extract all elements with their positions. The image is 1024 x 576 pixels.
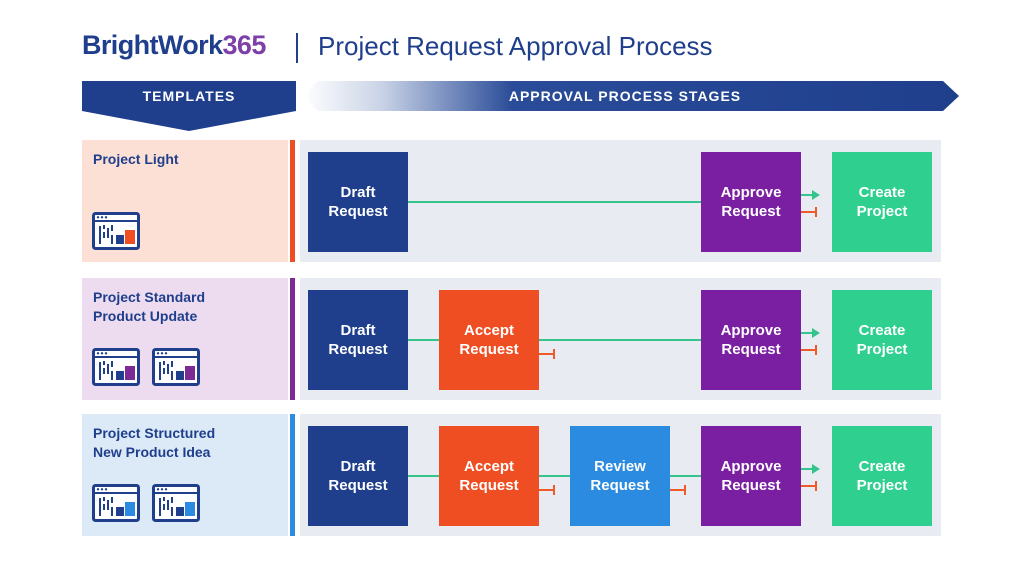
stages-header: APPROVAL PROCESS STAGES [508,88,742,104]
template-accent-bar [290,278,295,400]
template-window-icon [152,484,200,527]
template-cell: Project Light [82,140,288,262]
brand-number: 365 [222,30,267,60]
arrow-right-icon [812,328,820,338]
stage-connector [539,339,701,341]
reject-end-icon [815,481,817,491]
template-icons [92,348,200,391]
brightwork-logo: BrightWork365 [82,30,266,61]
reject-end-icon [553,485,555,495]
brand-text: BrightWork [82,30,223,60]
stage-connector [801,194,812,196]
stage-connector [670,475,701,477]
reject-end-icon [815,345,817,355]
template-window-icon [152,348,200,391]
template-window-icon [92,484,140,527]
reject-connector [801,485,815,487]
template-name: Project Light [93,151,179,167]
stage-draft-box: Draft Request [308,290,408,390]
template-accent-bar [290,414,295,536]
template-icons [92,484,200,527]
reject-connector [539,353,553,355]
template-icons [92,212,140,255]
template-cell: Project Standard Product Update [82,278,288,400]
stage-draft-box: Draft Request [308,426,408,526]
stage-connector [801,332,812,334]
arrow-right-icon [812,190,820,200]
reject-end-icon [684,485,686,495]
template-window-icon [92,212,140,255]
reject-connector [670,489,684,491]
reject-connector [539,489,553,491]
templates-header-pointer [82,111,296,131]
template-window-icon [92,348,140,391]
stage-connector [801,468,812,470]
stages-header-arrow [303,81,959,111]
templates-header: TEMPLATES [82,81,296,111]
template-accent-bar [290,140,295,262]
stage-accept-box: Accept Request [439,426,539,526]
stage-approve-box: Approve Request [701,426,801,526]
reject-end-icon [553,349,555,359]
stage-connector [408,475,439,477]
stage-approve-box: Approve Request [701,152,801,252]
stage-accept-box: Accept Request [439,290,539,390]
stage-connector [408,339,439,341]
page-title: Project Request Approval Process [318,31,713,61]
stage-create-box: Create Project [832,290,932,390]
stage-review-box: Review Request [570,426,670,526]
arrow-right-icon [812,464,820,474]
template-name: Project Structured New Product Idea [93,425,216,460]
stage-create-box: Create Project [832,152,932,252]
stage-draft-box: Draft Request [308,152,408,252]
template-cell: Project Structured New Product Idea [82,414,288,536]
reject-connector [801,349,815,351]
stage-create-box: Create Project [832,426,932,526]
stage-connector [539,475,570,477]
title-separator [296,33,298,63]
reject-end-icon [815,207,817,217]
reject-connector [801,211,815,213]
stage-approve-box: Approve Request [701,290,801,390]
template-name: Project Standard Product Update [93,289,206,324]
stage-connector [408,201,701,203]
